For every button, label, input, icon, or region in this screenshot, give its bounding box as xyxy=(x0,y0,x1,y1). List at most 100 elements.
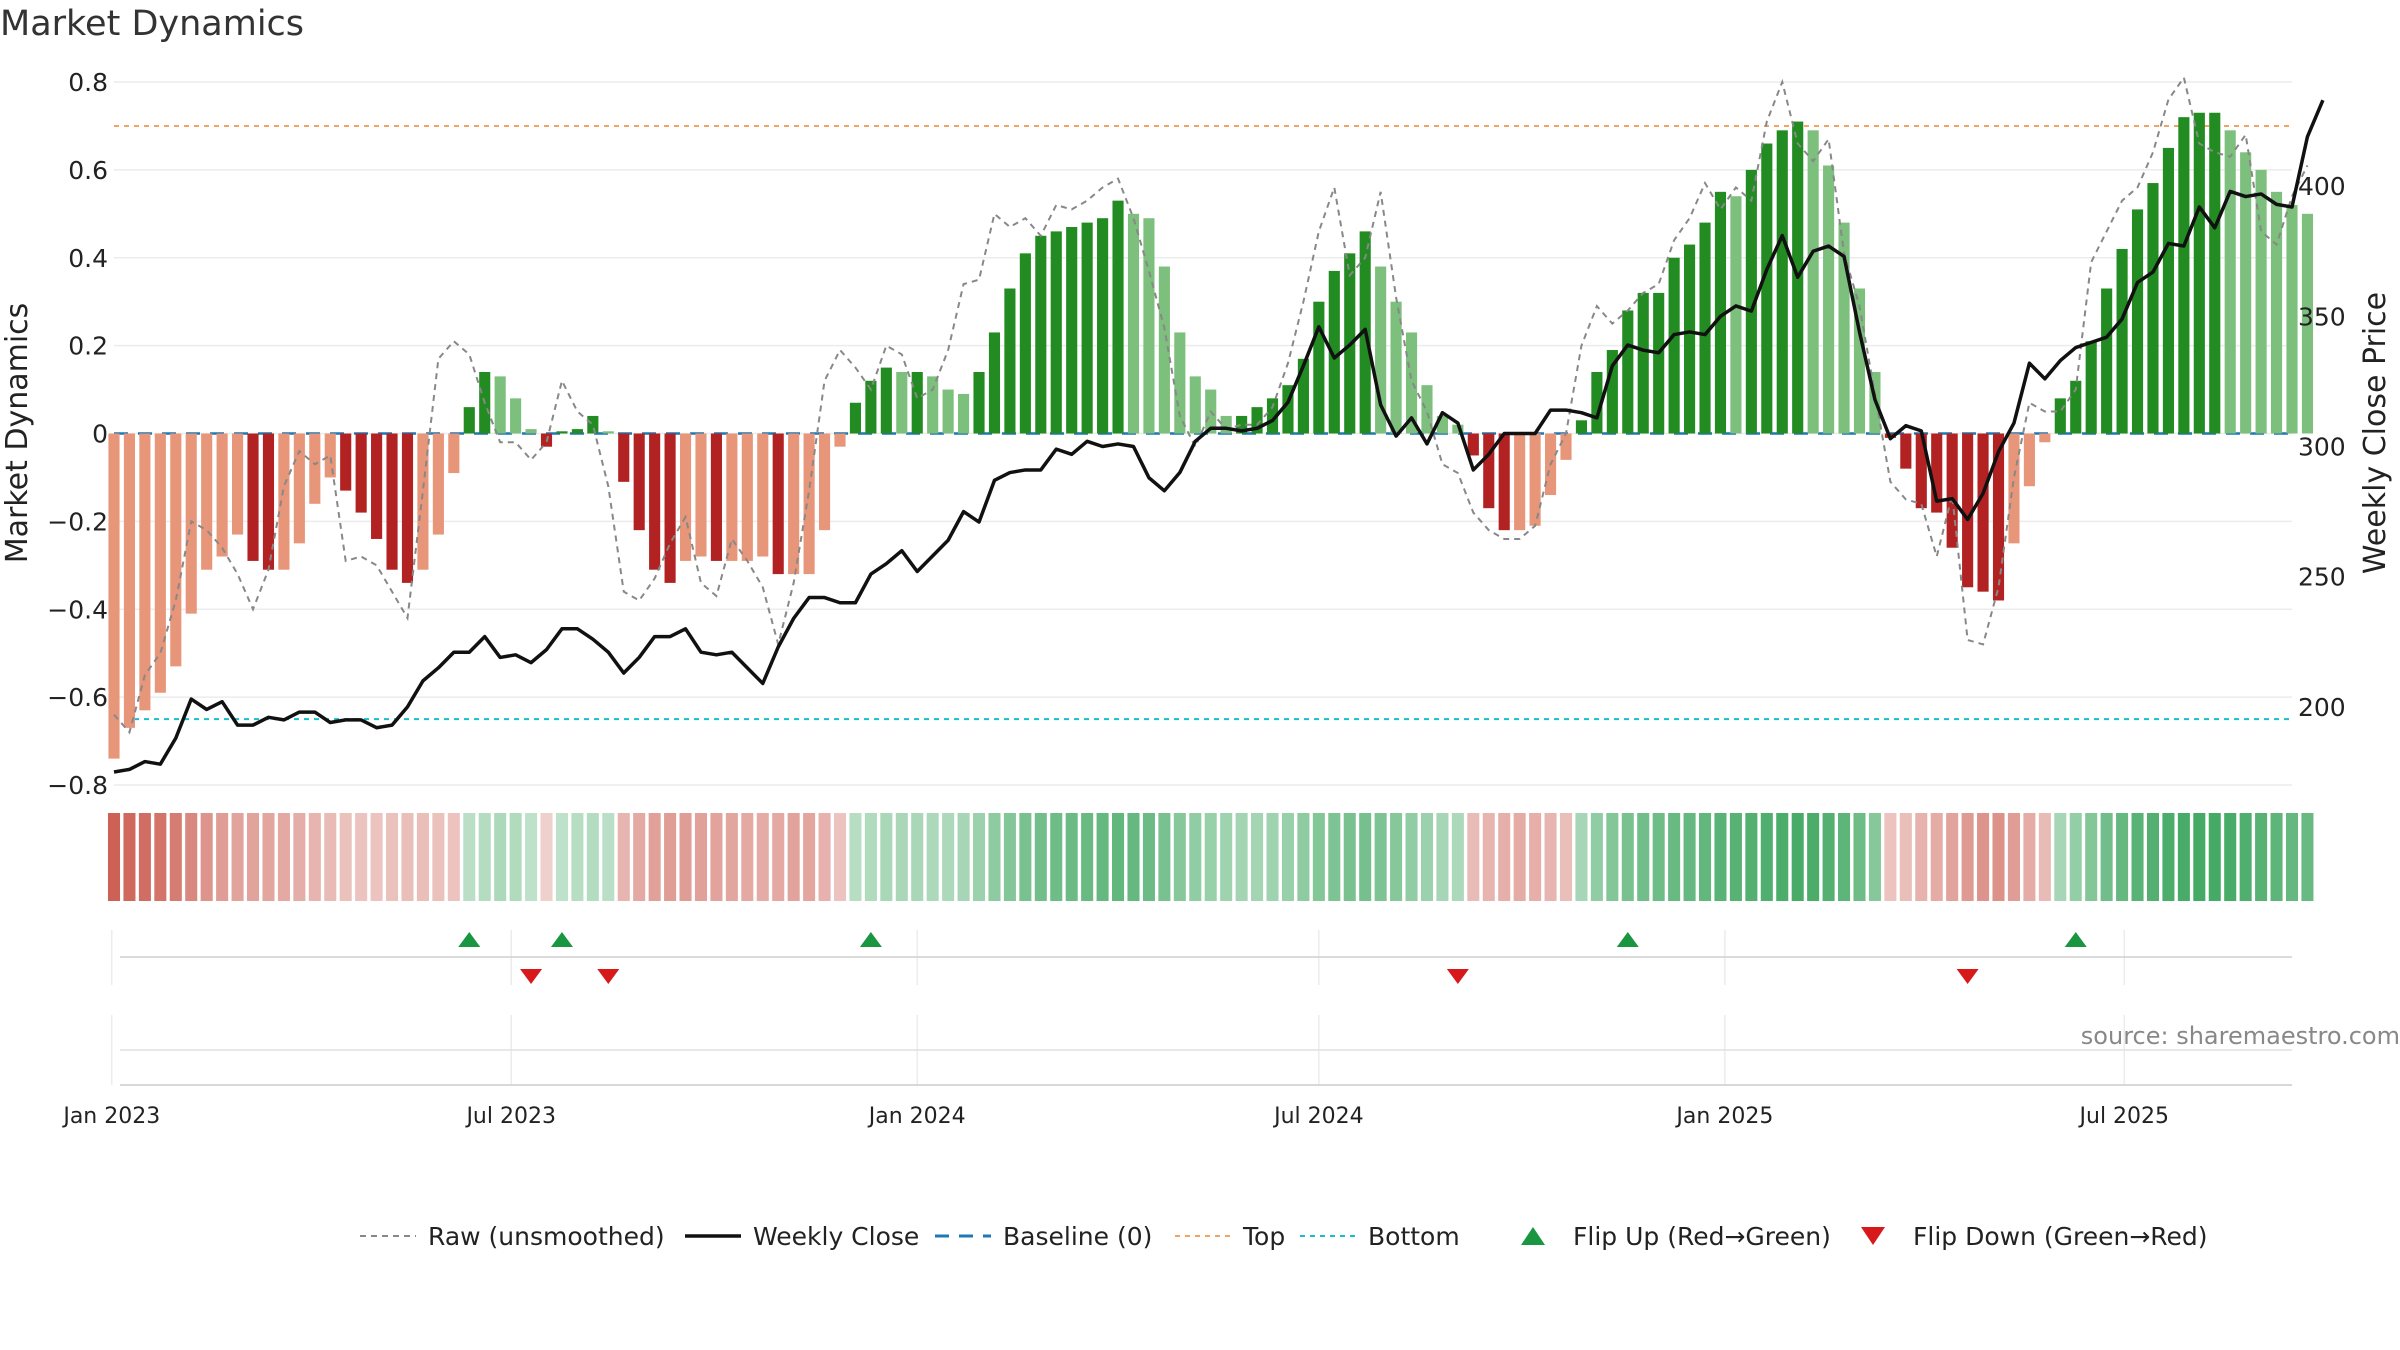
strength-cell xyxy=(1760,813,1773,901)
dynamics-bar xyxy=(278,433,290,570)
strength-cell xyxy=(1868,813,1881,901)
dynamics-bar xyxy=(2131,209,2144,434)
y-tick-label: −0.8 xyxy=(47,771,108,800)
dynamics-bar xyxy=(1807,130,1819,434)
strength-cell xyxy=(1498,813,1511,901)
strength-cell xyxy=(339,813,352,901)
dynamics-bar xyxy=(463,407,475,434)
legend-label: Raw (unsmoothed) xyxy=(428,1222,665,1251)
y-tick-label: −0.4 xyxy=(47,595,108,624)
strength-cell xyxy=(2285,813,2299,901)
strength-cell xyxy=(555,813,568,901)
y2-tick-label: 200 xyxy=(2298,693,2346,722)
legend-label: Flip Up (Red→Green) xyxy=(1573,1222,1831,1251)
dynamics-bar xyxy=(2147,183,2159,434)
strength-cell xyxy=(324,813,337,901)
flip-down-marker xyxy=(1446,969,1469,984)
y-tick-label: −0.6 xyxy=(47,683,108,712)
dynamics-bar xyxy=(664,433,676,583)
flip-down-marker xyxy=(597,969,620,984)
dynamics-bar xyxy=(710,433,722,561)
strength-cell xyxy=(1343,813,1356,901)
dynamics-bar xyxy=(448,433,460,474)
legend-label: Weekly Close xyxy=(753,1222,919,1251)
strength-cell xyxy=(1189,813,1202,901)
strength-cell xyxy=(818,813,831,901)
dynamics-bar xyxy=(788,433,800,575)
dynamics-bar xyxy=(2224,130,2236,434)
x-tick-label: Jul 2024 xyxy=(1272,1104,1364,1129)
strength-cell xyxy=(1575,813,1588,901)
dynamics-bar xyxy=(2039,433,2051,443)
dynamics-bar xyxy=(1112,200,1124,434)
strength-cell xyxy=(2208,813,2221,901)
strength-cell xyxy=(154,813,167,901)
dynamics-bar xyxy=(525,429,537,434)
strength-cell xyxy=(1915,813,1928,901)
strength-cell xyxy=(1791,813,1804,901)
strength-cell xyxy=(617,813,630,901)
dynamics-bar xyxy=(633,433,645,531)
dynamics-bar xyxy=(401,433,414,583)
dynamics-bar xyxy=(1761,143,1773,434)
dynamics-bar xyxy=(803,433,815,575)
strength-cell xyxy=(2116,813,2129,901)
dynamics-bar xyxy=(2270,191,2283,434)
dynamics-bar xyxy=(2085,341,2097,434)
dynamics-bar xyxy=(1992,433,2005,601)
strength-cell xyxy=(1946,813,1959,901)
dynamics-bar xyxy=(262,433,275,570)
strength-cell xyxy=(895,813,908,901)
strength-cell xyxy=(1961,813,1974,901)
y-tick-label: 0.6 xyxy=(68,156,108,185)
strength-cell xyxy=(679,813,692,901)
strength-cell xyxy=(1652,813,1665,901)
dynamics-bar xyxy=(1297,358,1309,434)
strength-cell xyxy=(2255,813,2268,901)
strength-cell xyxy=(849,813,862,901)
strength-cell xyxy=(416,813,429,901)
strength-cell xyxy=(694,813,708,901)
strength-cell xyxy=(1312,813,1325,901)
dynamics-bar xyxy=(371,433,383,539)
dynamics-bar xyxy=(1220,415,1232,434)
legend-label: Baseline (0) xyxy=(1003,1222,1152,1251)
dynamics-bar xyxy=(1266,398,1279,434)
raw-series xyxy=(113,75,2309,735)
dynamics-bar xyxy=(618,433,630,482)
dynamics-bar xyxy=(880,367,892,434)
strength-cell xyxy=(1559,813,1573,901)
dynamics-bar xyxy=(1097,218,1109,434)
strength-cell xyxy=(246,813,260,901)
strength-cell xyxy=(370,813,383,901)
strength-cell xyxy=(1930,813,1943,901)
dynamics-bar xyxy=(1467,433,1479,456)
strength-cell xyxy=(2054,813,2067,901)
strength-cell xyxy=(1405,813,1418,901)
strength-cell xyxy=(1204,813,1217,901)
y-axis: 0.8 0.6 0.4 0.2 0 −0.2 −0.4 −0.6 −0.8 Market Dyna… xyxy=(0,68,108,800)
strength-cell xyxy=(2085,813,2098,901)
legend: Raw (unsmoothed) Weekly Close Baseline (0)… xyxy=(360,1222,2208,1251)
dynamics-bar xyxy=(1714,191,1727,434)
y-tick-label: 0.2 xyxy=(68,332,108,361)
dynamics-bar xyxy=(2054,398,2066,434)
dynamics-bar xyxy=(1189,376,1201,434)
strength-cell xyxy=(447,813,460,901)
dynamics-bar xyxy=(108,433,120,759)
strength-cell xyxy=(942,813,955,901)
dynamics-bar xyxy=(2193,112,2205,434)
strength-cell xyxy=(494,813,507,901)
y-tick-label: 0.4 xyxy=(68,244,108,273)
strength-cell xyxy=(1436,813,1449,901)
strength-cell xyxy=(1544,813,1557,901)
dynamics-bar xyxy=(340,433,352,491)
strength-cell xyxy=(1374,813,1387,901)
dynamics-bar xyxy=(1483,433,1495,509)
strength-cell xyxy=(540,813,553,901)
strength-cell xyxy=(138,813,151,901)
dynamics-bar xyxy=(1313,301,1325,434)
strength-cell xyxy=(1590,813,1603,901)
strength-cell xyxy=(200,813,213,901)
dynamics-bar xyxy=(1251,407,1263,434)
